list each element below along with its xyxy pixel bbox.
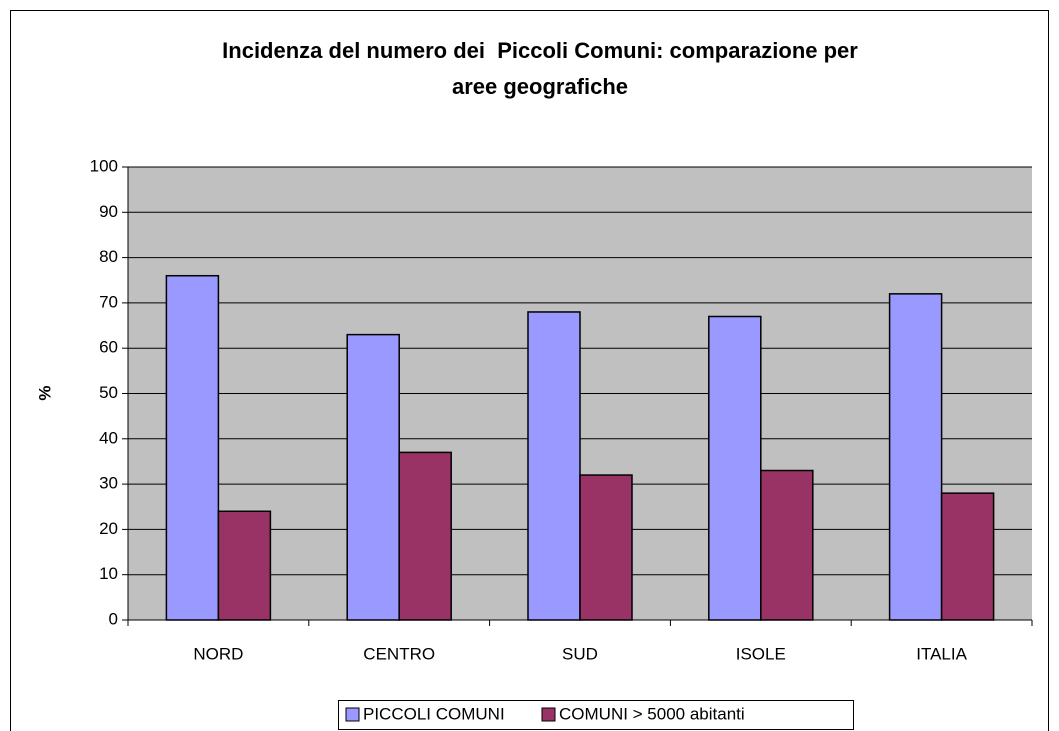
y-tick-label: 40 bbox=[99, 428, 118, 447]
bar bbox=[165, 274, 220, 621]
legend-label: PICCOLI COMUNI bbox=[363, 704, 505, 723]
y-tick-label: 100 bbox=[90, 156, 118, 175]
y-axis-label: % bbox=[35, 385, 54, 400]
bar bbox=[940, 492, 995, 621]
y-tick-label: 80 bbox=[99, 247, 118, 266]
x-tick-label: CENTRO bbox=[363, 644, 435, 663]
y-tick-label: 0 bbox=[109, 609, 118, 628]
legend-swatch bbox=[345, 707, 360, 722]
bar bbox=[527, 311, 581, 621]
legend-label: COMUNI > 5000 abitanti bbox=[559, 704, 745, 723]
bar bbox=[760, 469, 814, 621]
x-tick-label: ITALIA bbox=[916, 644, 967, 663]
x-tick-label: ISOLE bbox=[736, 644, 786, 663]
y-tick-label: 70 bbox=[99, 292, 118, 311]
y-tick-label: 60 bbox=[99, 338, 118, 357]
legend-box bbox=[338, 700, 854, 730]
y-tick-label: 30 bbox=[99, 474, 118, 493]
bar bbox=[708, 315, 762, 621]
bar bbox=[888, 293, 943, 621]
x-tick-label: NORD bbox=[193, 644, 243, 663]
legend-swatch bbox=[541, 707, 556, 722]
bar bbox=[579, 474, 633, 621]
bar bbox=[398, 451, 452, 621]
y-tick-label: 90 bbox=[99, 202, 118, 221]
chart-title: aree geografiche bbox=[452, 74, 628, 99]
y-tick-label: 10 bbox=[99, 564, 118, 583]
bar bbox=[346, 333, 400, 621]
x-tick-label: SUD bbox=[562, 644, 598, 663]
chart-title: Incidenza del numero dei Piccoli Comuni:… bbox=[222, 38, 858, 63]
y-tick-label: 20 bbox=[99, 519, 118, 538]
bar bbox=[217, 510, 272, 621]
y-tick-label: 50 bbox=[99, 383, 118, 402]
